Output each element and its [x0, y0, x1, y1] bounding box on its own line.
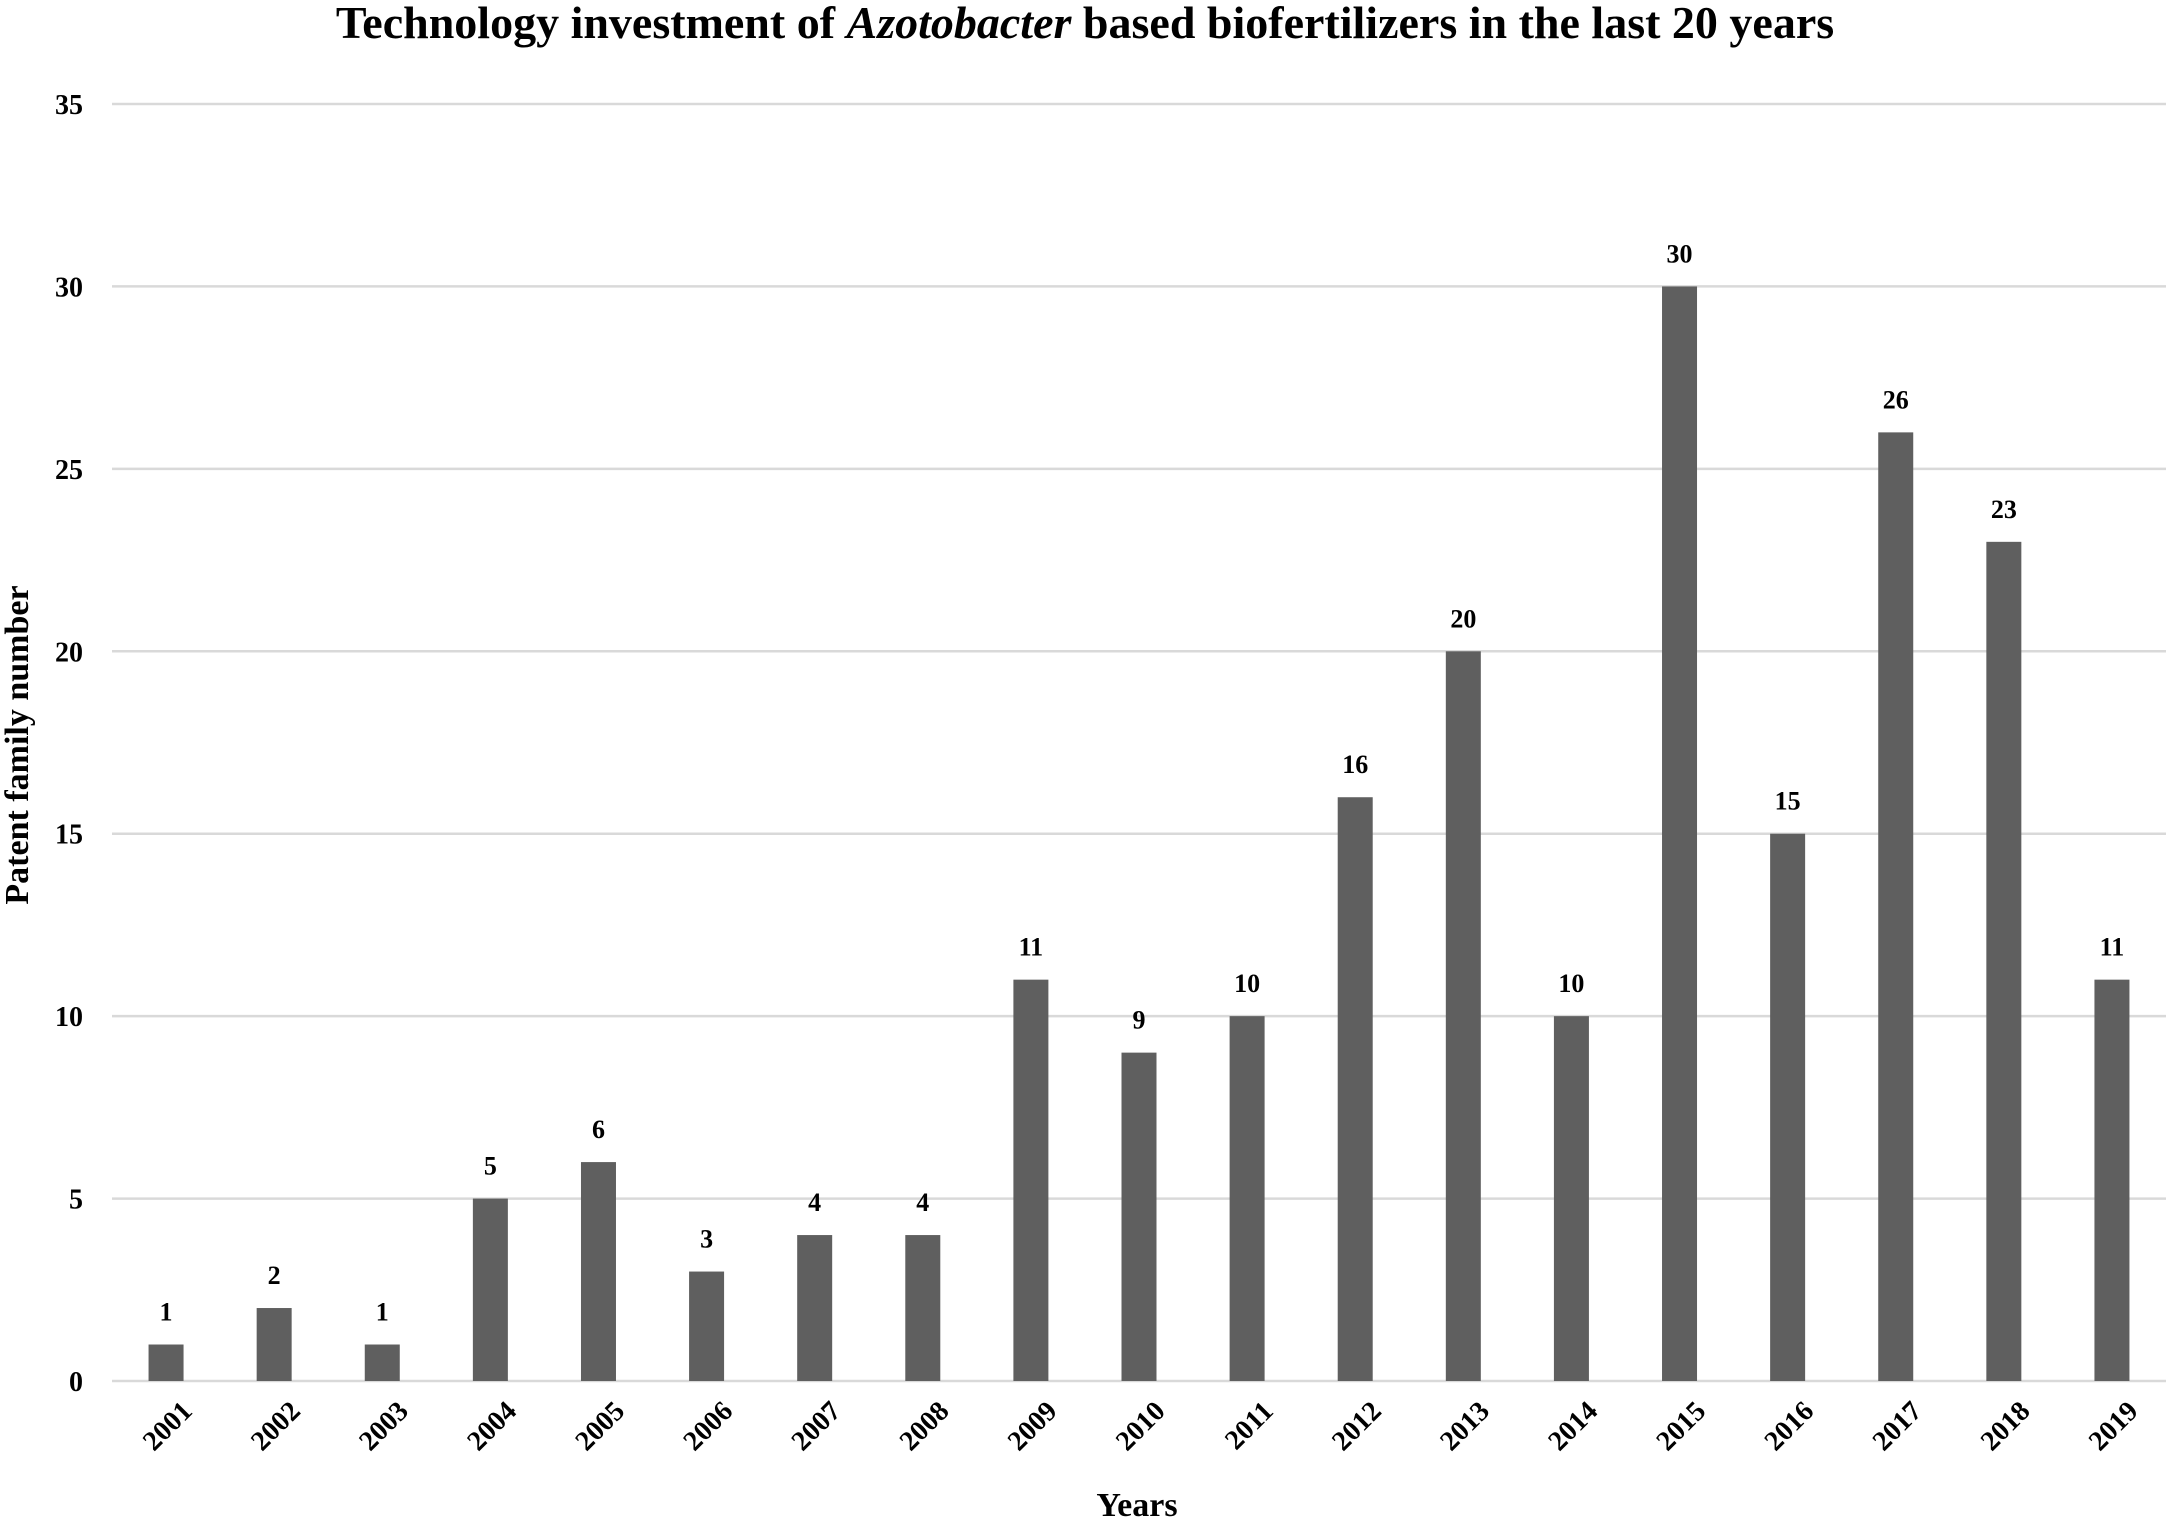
bar-2010: [1121, 1052, 1157, 1381]
data-label-2001: 1: [160, 1298, 173, 1327]
bar-2011: [1229, 1016, 1265, 1381]
data-label-2002: 2: [268, 1261, 281, 1290]
data-label-2010: 9: [1133, 1006, 1146, 1035]
x-tick-label-2002: 2002: [245, 1396, 307, 1458]
y-axis-ticks: 0 5 10 15 20 25 30 35: [55, 90, 83, 1398]
bar-2018: [1986, 541, 2022, 1381]
data-label-2013: 20: [1450, 604, 1476, 633]
y-tick-label: 0: [69, 1367, 83, 1398]
x-tick-label-2014: 2014: [1542, 1396, 1604, 1458]
x-tick-label-2013: 2013: [1434, 1396, 1496, 1458]
bars: [148, 286, 2130, 1381]
y-tick-label: 25: [55, 455, 83, 486]
data-label-2003: 1: [376, 1298, 389, 1327]
x-axis-ticks: 2001 2002 2003 2004 2005 2006 2007 2008 2009 2010…: [137, 1396, 2144, 1458]
x-tick-label-2010: 2010: [1110, 1396, 1172, 1458]
y-axis-label: Patent family number: [0, 585, 36, 904]
x-tick-label-2009: 2009: [1002, 1396, 1064, 1458]
bar-2014: [1553, 1016, 1589, 1381]
y-tick-label: 10: [55, 1002, 83, 1033]
data-label-2007: 4: [808, 1188, 821, 1217]
bar-2008: [905, 1235, 941, 1381]
chart-title: Technology investment of Azotobacter bas…: [336, 0, 1834, 48]
chart-title-prefix: Technology investment of: [336, 0, 847, 48]
y-tick-label: 35: [55, 90, 83, 121]
y-tick-label: 30: [55, 272, 83, 303]
bar-2009: [1013, 979, 1049, 1381]
x-tick-label-2001: 2001: [137, 1396, 199, 1458]
x-tick-label-2015: 2015: [1651, 1396, 1713, 1458]
data-label-2012: 16: [1342, 750, 1368, 779]
y-tick-label: 20: [55, 637, 83, 668]
x-tick-label-2019: 2019: [2083, 1396, 2145, 1458]
x-tick-label-2017: 2017: [1867, 1396, 1929, 1458]
x-tick-label-2011: 2011: [1219, 1396, 1279, 1456]
data-label-2004: 5: [484, 1152, 497, 1181]
data-label-2014: 10: [1558, 969, 1584, 998]
bar-2016: [1770, 833, 1806, 1381]
x-tick-label-2018: 2018: [1975, 1396, 2037, 1458]
bar-2001: [148, 1344, 184, 1381]
x-tick-label-2016: 2016: [1759, 1396, 1821, 1458]
data-label-2015: 30: [1667, 239, 1693, 268]
chart-title-suffix: based biofertilizers in the last 20 year…: [1071, 0, 1834, 48]
data-label-2019: 11: [2100, 933, 2125, 962]
x-axis-label: Years: [1096, 1487, 1177, 1522]
data-label-2017: 26: [1883, 385, 1909, 414]
x-tick-label-2003: 2003: [353, 1396, 415, 1458]
bar-2005: [580, 1162, 616, 1381]
bar-2012: [1337, 797, 1373, 1381]
y-tick-label: 15: [55, 820, 83, 851]
x-tick-label-2008: 2008: [894, 1396, 956, 1458]
data-label-2016: 15: [1775, 787, 1801, 816]
chart-title-italic: Azotobacter: [844, 0, 1073, 48]
data-label-2009: 11: [1019, 933, 1044, 962]
bar-2013: [1445, 651, 1481, 1381]
x-tick-label-2005: 2005: [569, 1396, 631, 1458]
bar-2002: [256, 1308, 292, 1381]
bar-2004: [472, 1198, 508, 1381]
x-tick-label-2007: 2007: [786, 1396, 848, 1458]
bar-2003: [364, 1344, 400, 1381]
x-tick-label-2012: 2012: [1326, 1396, 1388, 1458]
data-label-2018: 23: [1991, 495, 2017, 524]
x-tick-label-2006: 2006: [678, 1396, 740, 1458]
bar-2019: [2094, 979, 2130, 1381]
bar-2015: [1662, 286, 1698, 1381]
x-tick-label-2004: 2004: [461, 1396, 523, 1458]
data-label-2006: 3: [700, 1225, 713, 1254]
data-label-2011: 10: [1234, 969, 1260, 998]
bar-2006: [689, 1271, 725, 1381]
data-label-2008: 4: [916, 1188, 929, 1217]
y-tick-label: 5: [69, 1185, 83, 1216]
gridlines: [112, 102, 2166, 1383]
bar-2007: [797, 1235, 833, 1381]
bar-2017: [1878, 432, 1914, 1381]
data-label-2005: 6: [592, 1115, 605, 1144]
